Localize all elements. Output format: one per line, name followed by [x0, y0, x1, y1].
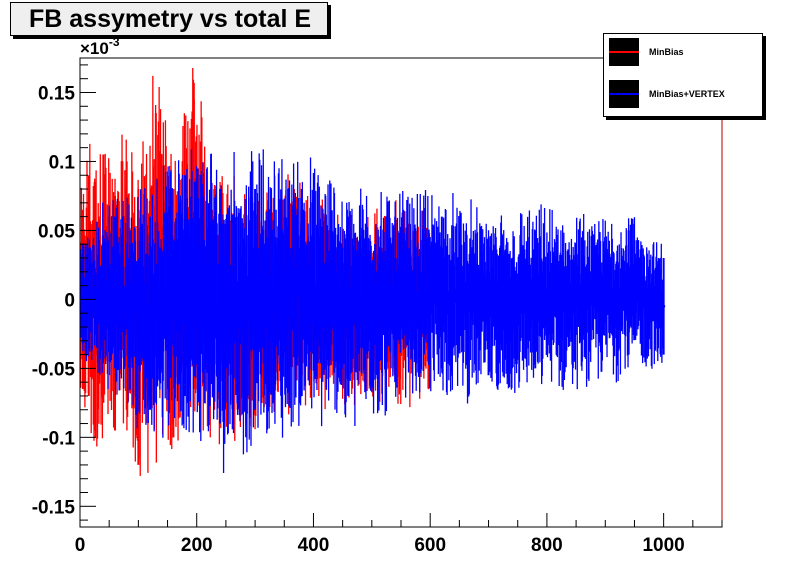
- x-tick-label: 600: [414, 535, 446, 556]
- y-tick-label: 0: [64, 290, 75, 311]
- x-tick-label: 800: [531, 535, 563, 556]
- x-tick-label: 400: [298, 535, 330, 556]
- y-tick-label: -0.05: [32, 359, 76, 380]
- y-multiplier-exponent: -3: [109, 35, 120, 49]
- x-axis: 0 200 400 600 800 1000: [75, 513, 723, 556]
- y-tick-label: -0.15: [32, 497, 76, 518]
- y-tick-label: 0.1: [49, 152, 76, 173]
- legend-label-minbias-vertex: MinBias+VERTEX: [649, 89, 725, 99]
- y-axis: -0.15 -0.1 -0.05 0 0.05 0.1 0.15: [32, 64, 96, 521]
- legend: MinBias MinBias+VERTEX: [603, 33, 763, 117]
- chart-title-box: FB assymetry vs total E: [10, 2, 328, 36]
- legend-line-minbias: [609, 51, 639, 53]
- legend-line-minbias-vertex: [609, 93, 639, 95]
- y-tick-label: -0.1: [42, 428, 75, 449]
- legend-label-minbias: MinBias: [649, 47, 684, 57]
- x-tick-label: 200: [181, 535, 213, 556]
- series-minbias-vertex-marks: [79, 149, 666, 473]
- legend-entry-minbias: MinBias: [609, 38, 759, 66]
- y-axis-multiplier: ×10-3: [80, 35, 120, 58]
- y-tick-label: 0.15: [38, 83, 75, 104]
- x-tick-label: 1000: [642, 535, 684, 556]
- chart-title: FB assymetry vs total E: [29, 5, 312, 33]
- y-tick-label: 0.05: [38, 221, 75, 242]
- y-multiplier-base: ×10: [80, 39, 109, 58]
- plot-frame-right: [79, 57, 723, 528]
- legend-entry-minbias-vertex: MinBias+VERTEX: [609, 80, 759, 108]
- x-tick-label: 0: [75, 535, 86, 556]
